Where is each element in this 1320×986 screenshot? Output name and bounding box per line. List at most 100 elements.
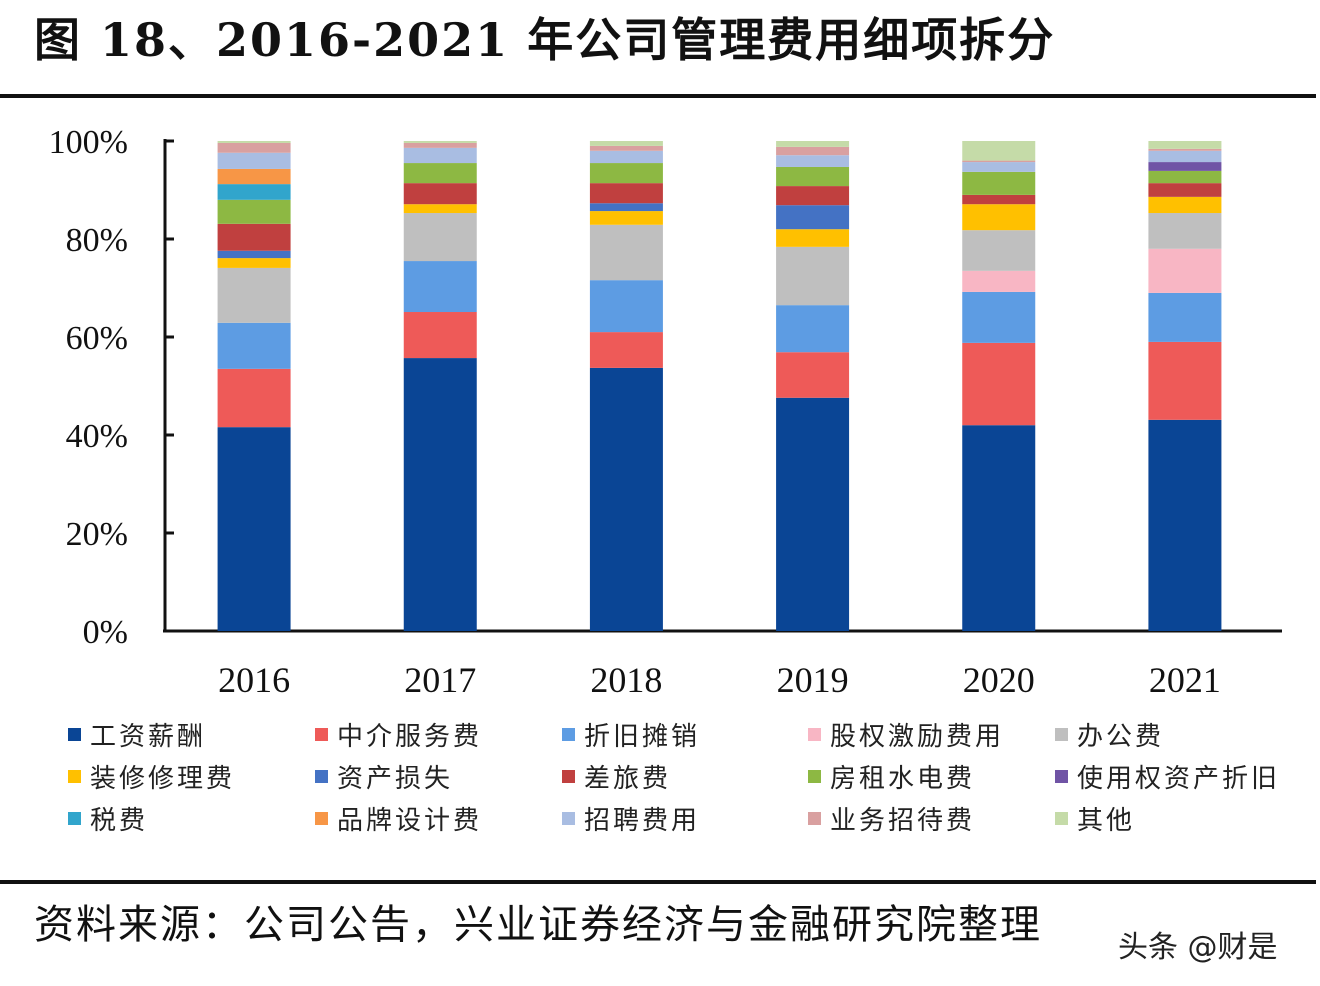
legend-item: 股权激励费用 — [808, 722, 1001, 752]
bars — [217, 141, 1222, 631]
bar-segment — [403, 147, 477, 164]
bar-segment — [1148, 162, 1222, 171]
bar-segment — [1148, 419, 1222, 631]
bar-segment — [217, 427, 291, 631]
bar-segment — [962, 342, 1036, 426]
bar-segment — [1148, 213, 1222, 249]
legend-swatch — [562, 770, 575, 783]
bar-segment — [962, 270, 1036, 292]
axes: 0% 20% 40% 60% 80% 100% — [49, 124, 1282, 651]
legend-swatch — [68, 812, 81, 825]
bar-segment — [589, 141, 663, 146]
bar-segment — [403, 312, 477, 359]
bar-segment — [962, 291, 1036, 343]
legend-label: 使用权资产折旧 — [1077, 764, 1280, 794]
bar-segment — [962, 171, 1036, 195]
legend-swatch — [315, 770, 328, 783]
bar-segment — [962, 141, 1036, 161]
legend-label: 业务招待费 — [830, 806, 975, 836]
bar-segment — [589, 203, 663, 212]
bar-segment — [776, 155, 850, 167]
stacked-bar-chart: 0%20%40%60%80%100% 2016 2017 2018 2019 2020 2… — [49, 124, 1282, 836]
bar-segment — [776, 146, 850, 156]
legend-label: 装修修理费 — [90, 764, 235, 794]
bar-segment — [589, 332, 663, 368]
bar-segment — [403, 183, 477, 205]
bar-segment — [217, 152, 291, 169]
bar-segment — [589, 145, 663, 151]
legend-label: 办公费 — [1077, 722, 1164, 752]
legend-label: 资产损失 — [337, 764, 453, 794]
bar-segment — [962, 230, 1036, 271]
legend-swatch — [68, 728, 81, 741]
bar-segment — [589, 280, 663, 333]
legend-label: 其他 — [1077, 806, 1135, 836]
y-tick-label: 80% — [66, 222, 128, 259]
legend-swatch — [68, 770, 81, 783]
source-note: 资料来源：公司公告，兴业证券经济与金融研究院整理 — [34, 902, 1042, 948]
bar-segment — [217, 258, 291, 268]
bar-segment — [776, 352, 850, 398]
bar-segment — [589, 150, 663, 164]
y-tick-label: 20% — [66, 516, 128, 553]
watermark: 头条 @财是 — [1118, 930, 1278, 965]
legend-item: 其他 — [1055, 806, 1135, 836]
bar-segment — [217, 141, 291, 143]
bar-segment — [1148, 248, 1222, 293]
figure-title: 图 18、2016-2021 年公司管理费用细项拆分 — [34, 13, 1056, 67]
bar-segment — [1148, 196, 1222, 214]
x-tick-label: 2019 — [777, 660, 849, 700]
bar-segment — [1148, 141, 1222, 149]
legend-item: 资产损失 — [315, 764, 453, 794]
bar-segment — [1148, 292, 1222, 342]
legend-item: 差旅费 — [562, 764, 671, 794]
legend-item: 折旧摊销 — [562, 722, 700, 752]
legend-item: 房租水电费 — [808, 764, 975, 794]
legend-item: 使用权资产折旧 — [1055, 764, 1280, 794]
legend-label: 税费 — [90, 806, 148, 836]
bar-segment — [776, 229, 850, 247]
legend-item: 税费 — [68, 806, 148, 836]
bar-segment — [1148, 341, 1222, 420]
top-divider — [0, 94, 1316, 98]
bar-segment — [1148, 183, 1222, 197]
legend-label: 招聘费用 — [584, 806, 700, 836]
bar-segment — [403, 141, 477, 143]
legend-item: 办公费 — [1055, 722, 1164, 752]
bar-segment — [962, 160, 1036, 163]
legend-item: 招聘费用 — [562, 806, 700, 836]
legend-item: 品牌设计费 — [315, 806, 479, 836]
x-tick-label: 2017 — [404, 660, 476, 700]
bar-segment — [776, 205, 850, 230]
legend-swatch — [562, 812, 575, 825]
x-tick-label: 2021 — [1149, 660, 1221, 700]
x-tick-label: 2020 — [963, 660, 1035, 700]
bar-segment — [217, 142, 291, 153]
legend-swatch — [1055, 770, 1068, 783]
legend-item: 工资薪酬 — [68, 722, 203, 752]
y-tick-label: 0% — [83, 614, 128, 651]
legend-label: 中介服务费 — [337, 722, 482, 752]
x-tick-label: 2018 — [590, 660, 662, 700]
bar-segment — [1148, 170, 1222, 184]
legend-item: 业务招待费 — [808, 806, 975, 836]
bar-segment — [217, 267, 291, 323]
legend-swatch — [1055, 812, 1068, 825]
bar-segment — [217, 223, 291, 251]
legend-label: 房租水电费 — [830, 764, 975, 794]
legend-swatch — [562, 728, 575, 741]
legend-label: 差旅费 — [584, 764, 671, 794]
bar-segment — [589, 211, 663, 225]
legend-swatch — [808, 812, 821, 825]
y-tick-label: 60% — [66, 320, 128, 357]
bar-segment — [1148, 148, 1222, 151]
bar-segment — [776, 141, 850, 147]
legend-label: 折旧摊销 — [584, 722, 700, 752]
y-tick-label: 100% — [49, 124, 128, 161]
bar-segment — [776, 186, 850, 206]
bar-segment — [403, 261, 477, 313]
legend-item: 中介服务费 — [315, 722, 482, 752]
bar-segment — [217, 368, 291, 428]
legend-item: 装修修理费 — [68, 764, 235, 794]
